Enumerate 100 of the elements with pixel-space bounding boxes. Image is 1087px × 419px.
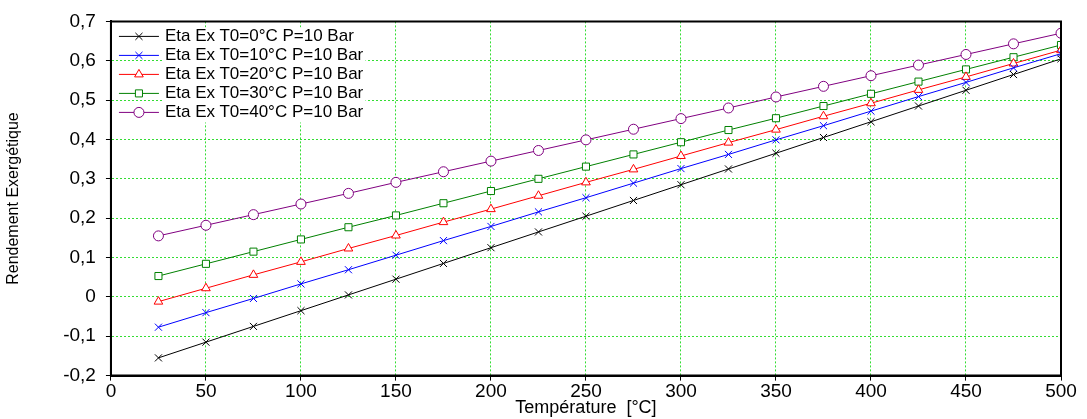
point [534, 174, 543, 183]
point [437, 166, 449, 178]
point [248, 269, 259, 278]
y-tick-label: 0,5 [69, 88, 96, 110]
point [629, 150, 638, 159]
point [676, 138, 686, 147]
y-tick-label: 0,2 [69, 206, 96, 228]
point [629, 179, 638, 188]
point [771, 124, 781, 133]
point [724, 125, 733, 135]
point [154, 353, 163, 362]
x-tick-label: 500 [1045, 380, 1077, 402]
point [200, 219, 212, 231]
point [533, 190, 544, 199]
point [913, 84, 924, 93]
legend-label: Eta Ex T0=40°C P=10 Bar [164, 102, 364, 122]
point [629, 196, 638, 205]
point [296, 279, 305, 288]
point [296, 235, 305, 244]
point [818, 110, 829, 120]
point [391, 211, 400, 220]
point [534, 207, 543, 216]
point [865, 70, 877, 82]
legend-label: Eta Ex T0=10°C P=10 Bar [164, 45, 364, 65]
point [722, 102, 734, 114]
y-tick-label: 0,7 [69, 9, 96, 31]
point [344, 265, 353, 274]
point [201, 259, 210, 268]
point [201, 338, 210, 347]
point [724, 164, 733, 174]
point [771, 135, 781, 144]
point [249, 294, 258, 303]
point [724, 150, 733, 159]
y-tick-label: -0,1 [63, 324, 96, 346]
x-tick-label: 150 [380, 380, 412, 402]
x-tick-label: 0 [105, 380, 117, 402]
point [154, 323, 163, 332]
point [1008, 38, 1019, 50]
point [770, 91, 782, 103]
y-tick-label: 0,6 [69, 48, 96, 70]
point [296, 306, 305, 315]
point [676, 164, 686, 173]
point [486, 186, 495, 196]
point [581, 212, 591, 221]
point [581, 162, 591, 171]
point [486, 243, 495, 252]
point [580, 134, 592, 146]
point [961, 78, 971, 87]
legend-label: Eta Ex T0=30°C P=10 Bar [164, 83, 364, 103]
point [439, 259, 448, 268]
y-tick-label: 0,3 [69, 167, 96, 189]
y-tick-label: -0,2 [63, 363, 96, 385]
point [581, 193, 591, 202]
legend-label: Eta Ex T0=20°C P=10 Bar [164, 64, 364, 84]
y-tick-label: 0,1 [69, 245, 96, 267]
point [486, 203, 496, 213]
point [296, 256, 306, 265]
point [439, 199, 448, 208]
point [1009, 70, 1018, 79]
point [817, 80, 829, 92]
point [344, 290, 353, 299]
point [154, 272, 163, 281]
point [201, 308, 210, 317]
point [249, 247, 258, 256]
y-tick-label: 0 [85, 285, 96, 307]
point [866, 89, 876, 98]
point [1009, 63, 1018, 72]
point [961, 86, 971, 95]
x-tick-label: 50 [195, 380, 217, 402]
point [961, 65, 971, 74]
point [532, 144, 544, 156]
point [152, 230, 164, 242]
y-axis-title: Rendement Exergétique [4, 112, 22, 285]
point [961, 71, 971, 80]
point [866, 117, 876, 126]
point [771, 114, 781, 123]
point [819, 133, 828, 142]
point [676, 180, 686, 189]
x-tick-label: 350 [760, 380, 792, 402]
point [581, 176, 591, 186]
point [914, 101, 923, 111]
x-tick-label: 300 [665, 380, 697, 402]
point [153, 296, 164, 305]
x-tick-label: 400 [855, 380, 887, 402]
point [960, 48, 972, 60]
point [914, 92, 923, 101]
legend-label: Eta Ex T0=0°C P=10 Bar [164, 26, 355, 46]
point [676, 150, 686, 159]
point [439, 236, 448, 245]
point [390, 176, 402, 188]
point [627, 123, 639, 135]
point [247, 209, 259, 221]
point [866, 107, 876, 116]
point [819, 121, 828, 130]
point [819, 101, 828, 111]
point [534, 227, 543, 236]
point [391, 275, 400, 284]
point [201, 282, 211, 292]
x-tick-label: 450 [950, 380, 982, 402]
x-tick-label: 200 [475, 380, 507, 402]
